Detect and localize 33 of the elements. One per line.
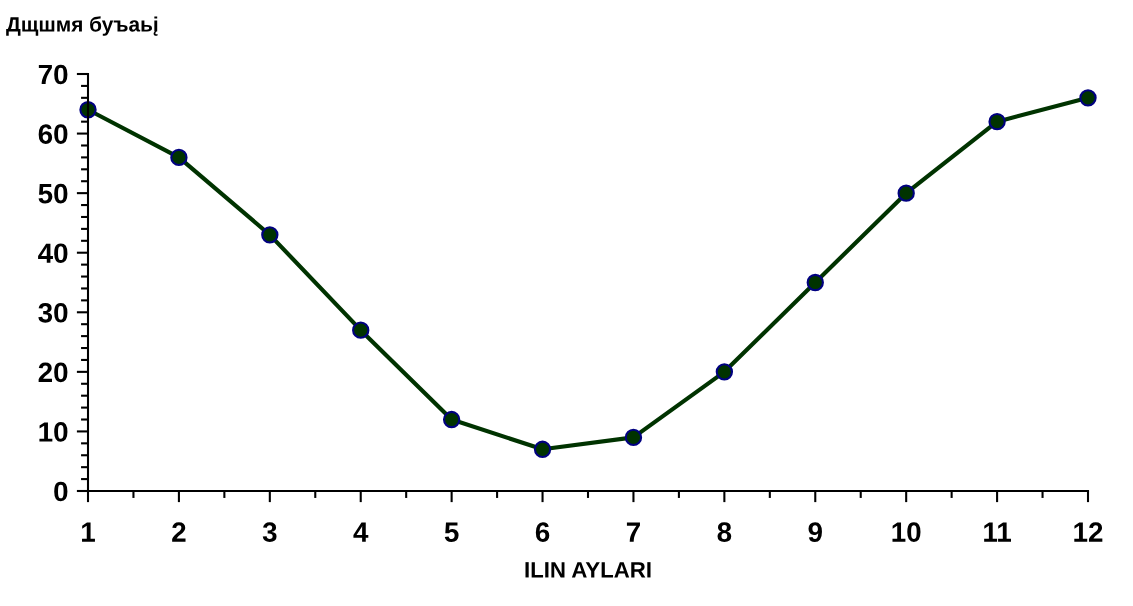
y-tick-label: 40 <box>38 243 68 264</box>
x-tick-label: 9 <box>808 522 822 542</box>
y-axis-title: Дщшмя буъаьį <box>6 16 158 36</box>
y-tick-label: 20 <box>38 362 68 383</box>
x-tick-label: 1 <box>82 522 95 542</box>
y-tick-label: 50 <box>38 183 68 204</box>
point <box>715 363 734 381</box>
point <box>1079 89 1097 107</box>
y-tick-label: 0 <box>54 481 68 502</box>
x-axis-title: ILIN AYLARI <box>525 562 651 578</box>
y-tick-label: 70 <box>38 64 68 85</box>
point <box>624 428 643 447</box>
point <box>442 410 461 429</box>
y-tick-label: 60 <box>38 124 68 144</box>
x-tick-label: 4 <box>353 522 369 542</box>
x-tick-label: 6 <box>535 522 550 542</box>
x-tick-label: 7 <box>626 522 640 542</box>
point <box>170 148 188 167</box>
point <box>533 440 552 458</box>
x-tick-label: 8 <box>717 522 732 542</box>
point <box>897 184 915 202</box>
point <box>261 226 279 244</box>
x-tick-label: 11 <box>984 522 1011 542</box>
x-tick-label: 5 <box>444 522 459 542</box>
y-tick-label: 10 <box>39 422 68 442</box>
point <box>988 112 1006 131</box>
x-tick-label: 2 <box>172 522 186 542</box>
x-tick-label: 12 <box>1074 522 1103 542</box>
point <box>352 321 370 339</box>
y-tick-label: 30 <box>38 302 68 323</box>
x-tick-label: 10 <box>892 522 921 542</box>
point <box>806 273 824 292</box>
x-tick-label: 3 <box>262 522 277 542</box>
